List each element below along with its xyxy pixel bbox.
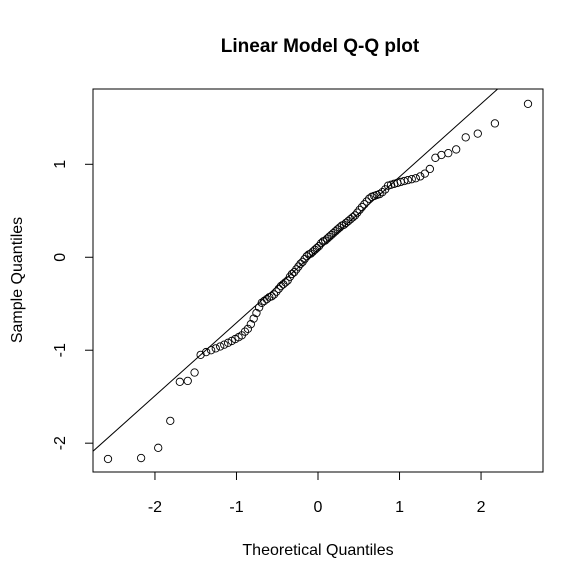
x-tick-label: -2 [148,499,162,516]
point [365,194,374,203]
x-tick-label: 1 [395,499,404,516]
point [274,284,283,294]
point [290,267,299,277]
point [473,129,482,138]
point [175,377,184,386]
y-tick-label: -2 [52,436,69,450]
x-tick-label: 0 [314,499,323,516]
point [298,257,307,267]
point [154,443,163,452]
point [378,188,387,197]
y-axis-label: Sample Quantiles [9,217,26,343]
point [190,368,199,377]
point [216,342,225,351]
point [375,189,384,199]
point [411,174,420,183]
point [211,344,220,353]
x-tick-label: 2 [477,499,486,516]
point [183,376,192,386]
point [249,314,258,323]
point [269,290,279,299]
x-tick-label: -1 [229,499,243,516]
point [262,294,271,304]
point [420,169,430,178]
x-axis-label: Theoretical Quantiles [242,542,393,559]
point [407,175,416,184]
point [350,211,360,220]
point [390,179,399,188]
point [285,272,295,281]
point [403,175,413,185]
point [425,164,434,174]
point [252,308,261,318]
point [272,287,281,296]
point [240,327,250,336]
point [360,200,369,209]
point [316,239,326,248]
point [254,303,264,312]
y-tick-label: 0 [52,253,69,262]
point [416,172,425,181]
point [292,265,301,274]
point [444,148,453,158]
point [400,176,409,186]
point [386,180,396,189]
point [302,252,311,261]
point [136,453,146,463]
point [490,119,500,128]
point [335,223,344,232]
point [296,259,305,268]
point [103,454,113,464]
point [294,262,303,271]
point [523,99,533,109]
point [348,213,357,222]
point [362,197,371,206]
point [314,241,324,251]
point [196,350,205,360]
chart-title: Linear Model Q-Q plot [221,36,420,57]
y-tick-label: 1 [52,160,69,169]
point [461,133,470,142]
point [357,202,367,212]
point [267,292,276,301]
point [312,243,322,253]
point [281,278,290,287]
point [243,324,253,333]
point [452,145,461,154]
point [355,205,364,214]
point [166,416,175,426]
point [202,347,211,357]
point [353,208,362,217]
point [206,346,216,355]
point [220,340,229,349]
y-tick-label: -1 [52,343,69,357]
point [287,269,297,279]
point [300,254,309,264]
